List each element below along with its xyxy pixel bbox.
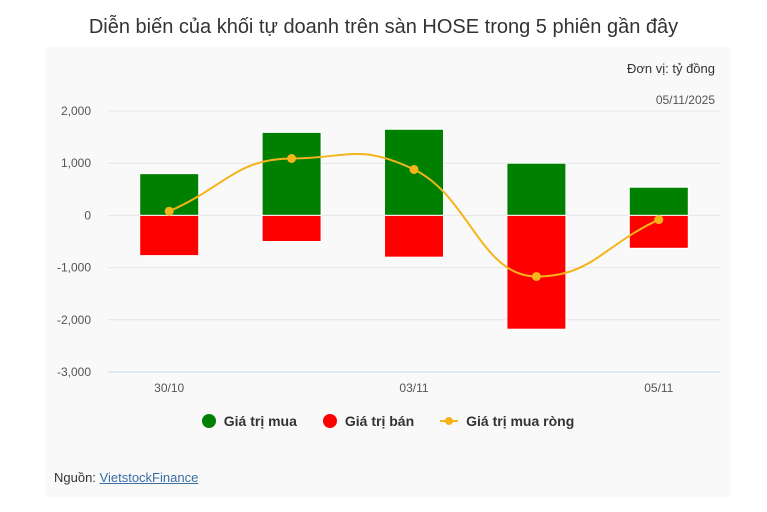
chart-plot: 2,000 1,000 0 -1,000 -2,000 -3,000 30/10 03/11 0… <box>57 104 720 395</box>
red-dot-icon <box>322 414 337 428</box>
source-label: Nguồn: <box>54 470 96 485</box>
y-tick-label: -1,000 <box>57 261 91 275</box>
legend: Giá trị mua Giá trị bán Giá trị mua ròng <box>45 413 731 429</box>
y-tick-label: 0 <box>84 208 91 222</box>
legend-label-net: Giá trị mua ròng <box>466 413 575 429</box>
bar-buy[interactable] <box>628 186 689 216</box>
bar-buy[interactable] <box>506 162 567 216</box>
legend-item-sell[interactable]: Giá trị bán <box>322 413 415 429</box>
net-point[interactable] <box>287 154 297 164</box>
net-line <box>168 153 660 278</box>
x-tick-label: 03/11 <box>399 381 428 395</box>
source-link[interactable]: VietstockFinance <box>99 470 199 485</box>
date-label: 05/11/2025 <box>655 93 715 107</box>
y-tick-label: 2,000 <box>61 104 91 118</box>
legend-item-net[interactable]: Giá trị mua ròng <box>440 413 574 429</box>
y-tick-label: 1,000 <box>61 156 91 170</box>
net-point[interactable] <box>531 271 541 281</box>
x-tick-label: 30/10 <box>154 381 184 395</box>
net-point[interactable] <box>164 206 174 216</box>
bar-buy[interactable] <box>261 131 322 216</box>
legend-label-buy: Giá trị mua <box>223 413 297 429</box>
green-dot-icon <box>201 414 216 428</box>
bar-sell[interactable] <box>384 214 444 258</box>
source-line: Nguồn: VietstockFinance <box>54 470 198 485</box>
bar-sell[interactable] <box>261 214 322 242</box>
y-tick-label: -2,000 <box>57 313 91 327</box>
x-tick-label: 05/11 <box>644 381 673 395</box>
net-point[interactable] <box>409 164 419 174</box>
unit-label: Đơn vị: tỷ đồng <box>626 61 715 76</box>
legend-item-buy[interactable]: Giá trị mua <box>201 413 297 429</box>
legend-label-sell: Giá trị bán <box>344 413 415 429</box>
net-point[interactable] <box>654 215 664 225</box>
bar-sell[interactable] <box>139 214 200 257</box>
chart-panel: Đơn vị: tỷ đồng 05/11/2025 2,000 1,000 0 -1… <box>45 47 731 497</box>
line-marker-icon <box>440 414 459 428</box>
y-tick-label: -3,000 <box>57 365 91 379</box>
chart-title: Diễn biến của khối tự doanh trên sàn HOS… <box>88 16 679 38</box>
